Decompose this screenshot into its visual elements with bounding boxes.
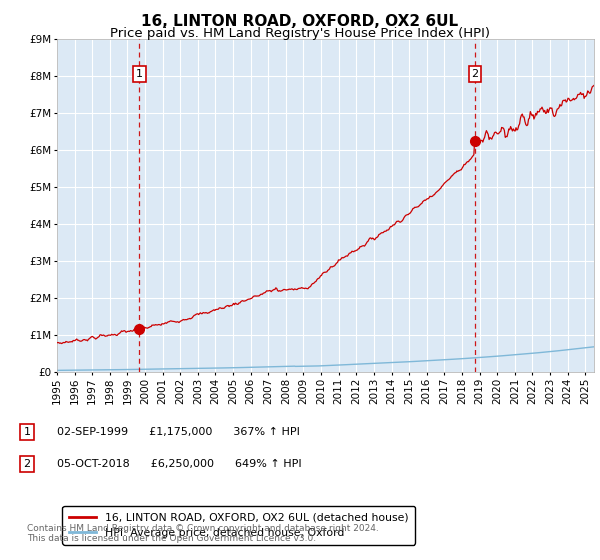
Text: 1: 1 [136,69,143,79]
Text: 1: 1 [23,427,31,437]
Text: 05-OCT-2018      £6,250,000      649% ↑ HPI: 05-OCT-2018 £6,250,000 649% ↑ HPI [57,459,302,469]
Text: Contains HM Land Registry data © Crown copyright and database right 2024.
This d: Contains HM Land Registry data © Crown c… [27,524,379,543]
Text: Price paid vs. HM Land Registry's House Price Index (HPI): Price paid vs. HM Land Registry's House … [110,27,490,40]
Legend: 16, LINTON ROAD, OXFORD, OX2 6UL (detached house), HPI: Average price, detached : 16, LINTON ROAD, OXFORD, OX2 6UL (detach… [62,506,415,544]
Text: 2: 2 [472,69,479,79]
Text: 02-SEP-1999      £1,175,000      367% ↑ HPI: 02-SEP-1999 £1,175,000 367% ↑ HPI [57,427,300,437]
Text: 2: 2 [23,459,31,469]
Text: 16, LINTON ROAD, OXFORD, OX2 6UL: 16, LINTON ROAD, OXFORD, OX2 6UL [142,14,458,29]
